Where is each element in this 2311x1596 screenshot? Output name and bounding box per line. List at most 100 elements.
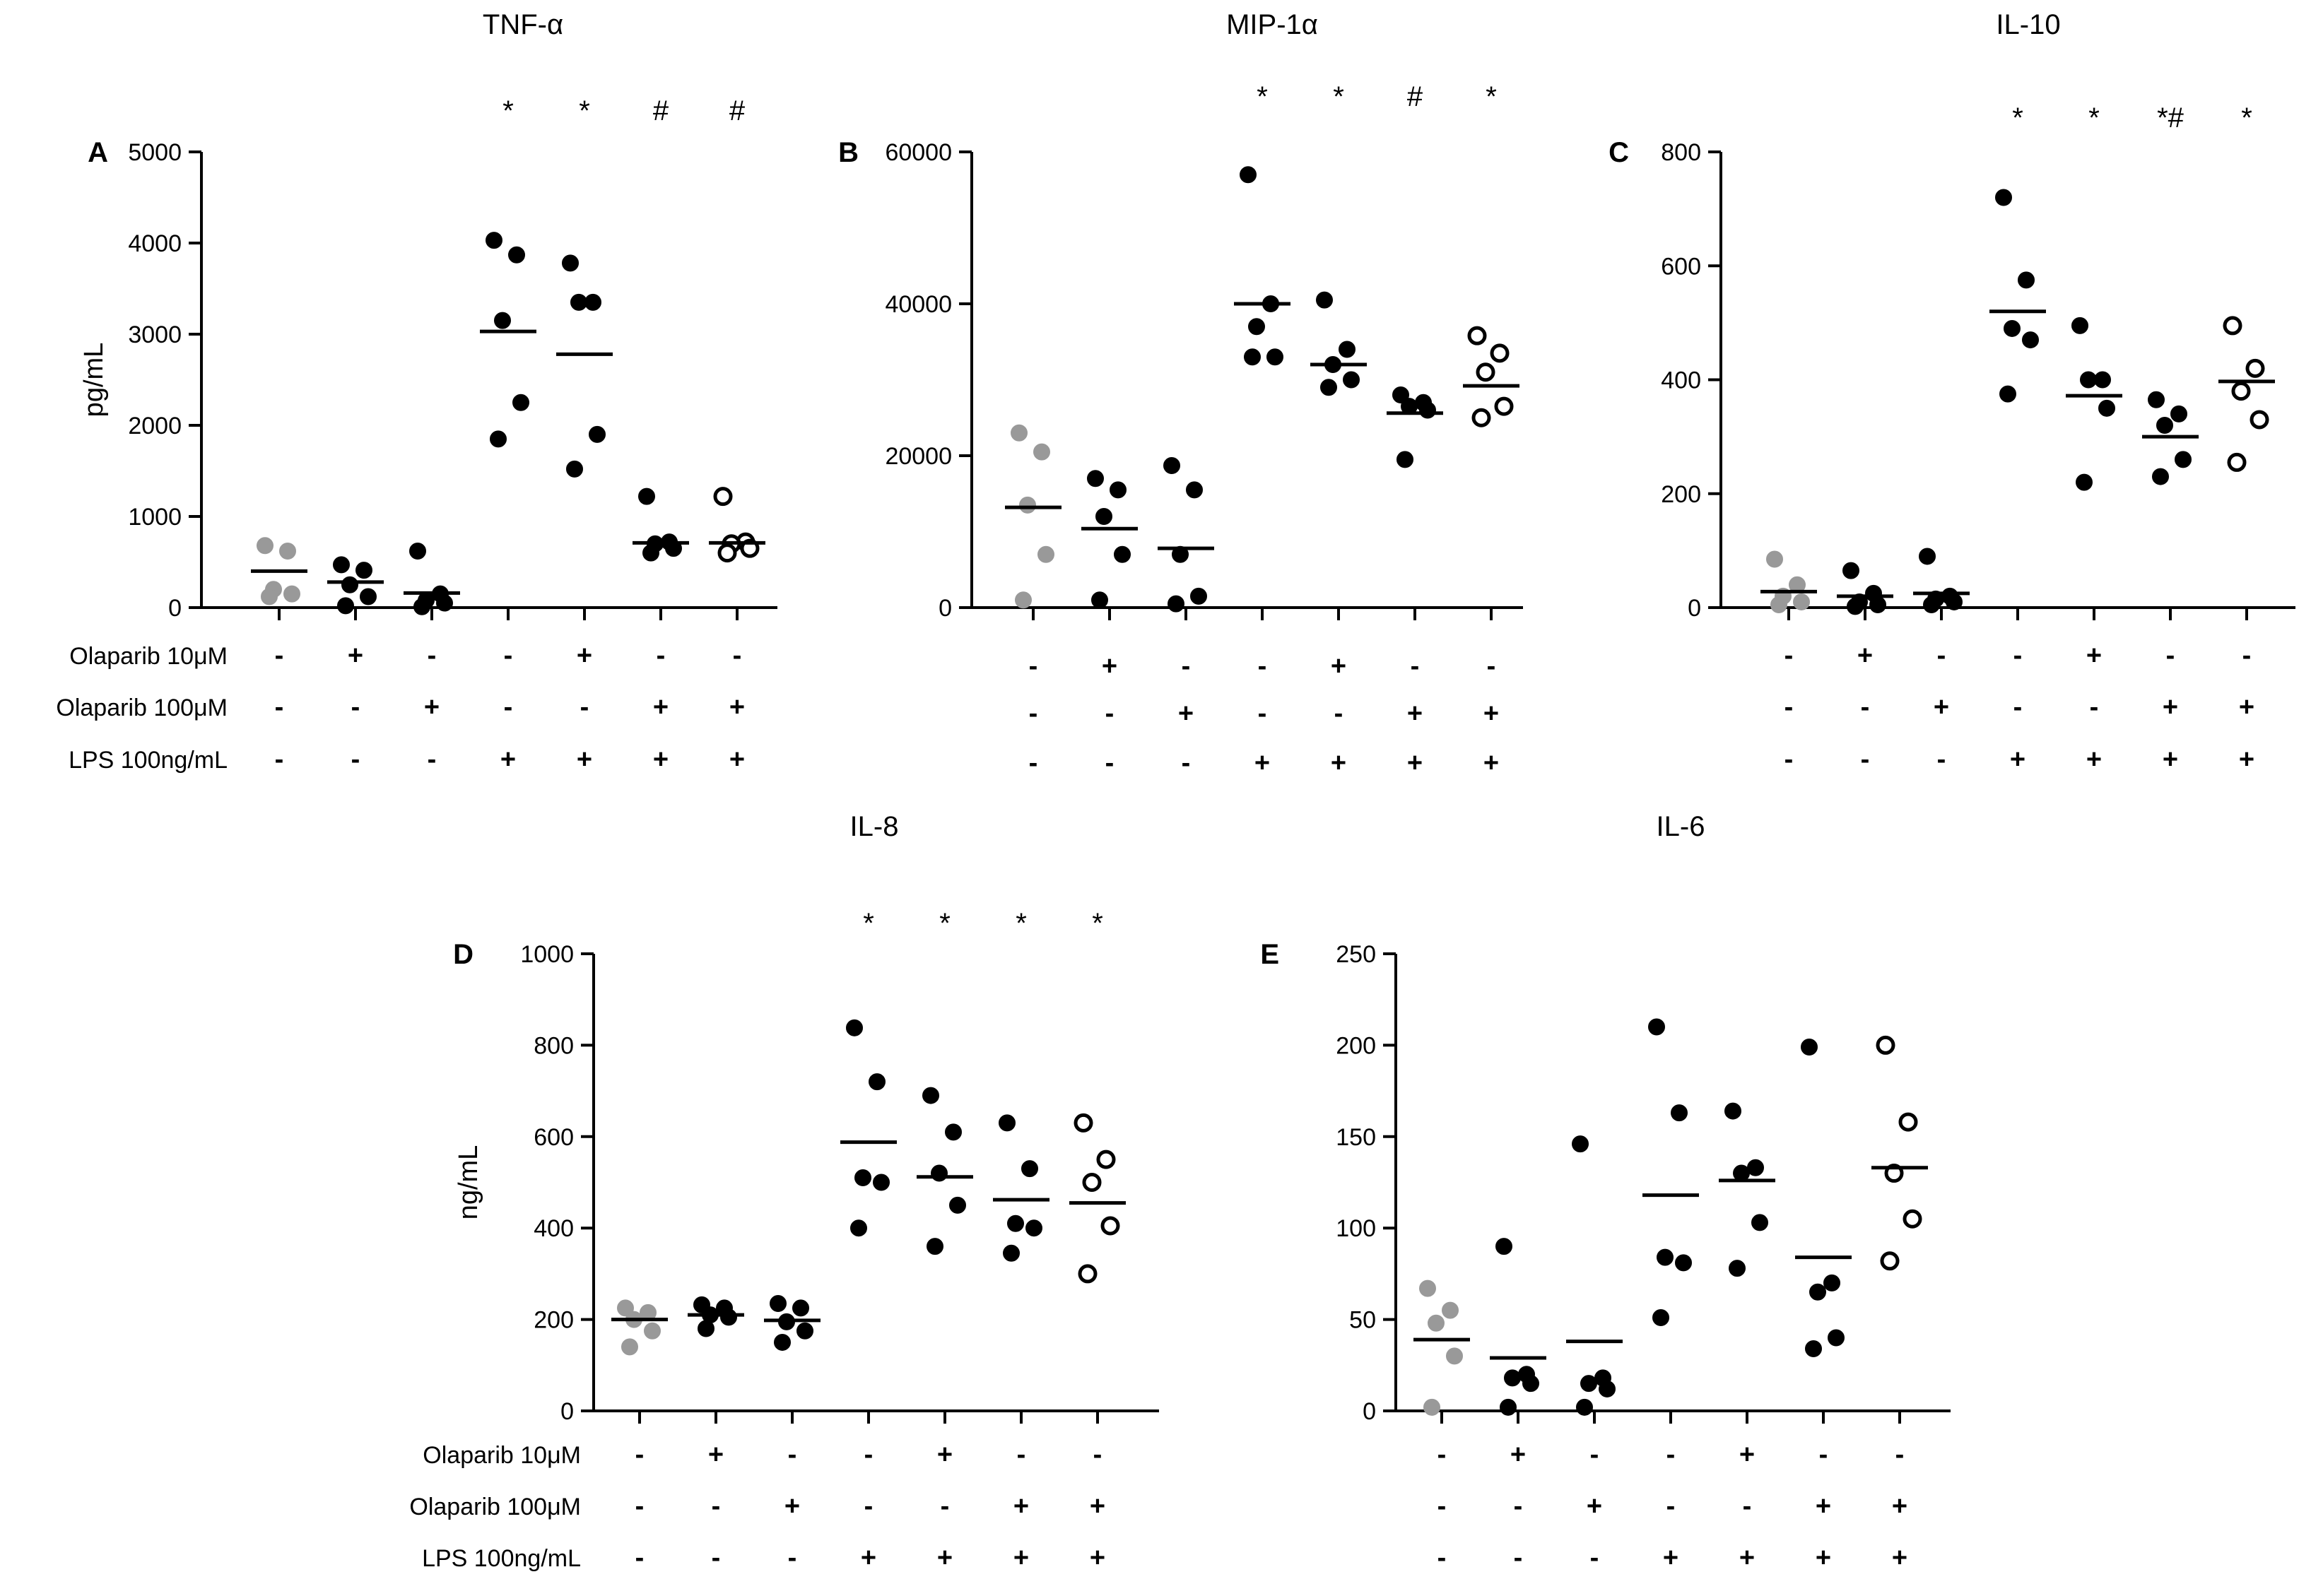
- data-point: [1003, 1244, 1020, 1262]
- data-point: [644, 1322, 661, 1340]
- condition-sign: -: [941, 1491, 950, 1521]
- data-point: [2223, 316, 2242, 336]
- data-point: [1648, 1018, 1665, 1036]
- data-point: [1244, 348, 1261, 366]
- condition-sign: +: [1178, 699, 1194, 728]
- y-tick-label: 600: [1661, 253, 1701, 280]
- condition-sign: -: [1258, 699, 1267, 728]
- data-point: [1266, 348, 1283, 366]
- data-point: [1419, 1279, 1436, 1297]
- chart-title: IL-10: [1996, 9, 2060, 40]
- data-point: [1021, 1160, 1038, 1178]
- condition-sign: -: [504, 692, 513, 722]
- data-point: [1576, 1398, 1593, 1416]
- condition-sign: -: [788, 1440, 797, 1470]
- data-point: [1163, 456, 1180, 474]
- data-point: [931, 1164, 948, 1182]
- condition-label: LPS 100ng/mL: [69, 747, 228, 774]
- condition-sign: +: [500, 745, 516, 774]
- data-point: [566, 460, 583, 478]
- condition-sign: +: [1816, 1491, 1831, 1521]
- condition-sign: +: [1739, 1440, 1755, 1470]
- condition-sign: -: [733, 641, 742, 670]
- y-tick-label: 0: [168, 595, 182, 622]
- data-point: [770, 1294, 787, 1312]
- data-point: [1946, 593, 1963, 610]
- condition-sign: -: [1590, 1543, 1599, 1573]
- data-point: [2148, 391, 2165, 408]
- data-point: [1869, 596, 1886, 613]
- data-point: [1015, 591, 1032, 609]
- data-point: [1652, 1309, 1669, 1327]
- significance-mark: *: [2241, 102, 2252, 134]
- significance-mark: *: [1333, 81, 1344, 112]
- data-point: [2152, 468, 2169, 485]
- data-point: [1729, 1260, 1746, 1277]
- data-point: [1995, 189, 2012, 206]
- significance-mark: #: [1407, 81, 1423, 112]
- data-point: [562, 254, 579, 272]
- data-point: [2250, 410, 2269, 430]
- data-point: [792, 1299, 809, 1317]
- condition-sign: -: [1666, 1491, 1676, 1521]
- condition-sign: +: [577, 745, 592, 774]
- condition-sign: -: [712, 1491, 721, 1521]
- data-point: [2231, 382, 2251, 401]
- condition-sign: +: [1254, 748, 1270, 778]
- y-tick-label: 2000: [128, 413, 182, 439]
- data-point: [1019, 496, 1036, 514]
- data-point: [1504, 1369, 1521, 1387]
- data-point: [1025, 1219, 1042, 1237]
- panel-letter: D: [453, 939, 474, 970]
- data-point: [774, 1333, 791, 1351]
- data-point: [949, 1196, 966, 1214]
- data-point: [1428, 1314, 1445, 1332]
- chart-title: MIP-1α: [1226, 9, 1318, 40]
- data-point: [2098, 399, 2115, 417]
- significance-mark: #: [653, 95, 669, 126]
- condition-sign: -: [275, 745, 284, 774]
- condition-sign: -: [2242, 641, 2252, 670]
- condition-sign: -: [864, 1491, 874, 1521]
- significance-mark: *: [1092, 908, 1103, 939]
- data-point: [360, 588, 377, 605]
- data-point: [1095, 508, 1112, 525]
- y-tick-label: 1000: [520, 941, 574, 968]
- condition-sign: +: [1739, 1543, 1755, 1573]
- data-point: [621, 1338, 638, 1356]
- condition-sign: -: [1411, 651, 1420, 681]
- significance-mark: *: [2012, 102, 2023, 134]
- condition-sign: +: [1090, 1543, 1105, 1573]
- data-point: [1446, 1347, 1463, 1365]
- y-tick-label: 200: [534, 1307, 574, 1334]
- condition-sign: -: [1895, 1440, 1905, 1470]
- condition-sign: -: [1784, 745, 1794, 774]
- data-point: [1805, 1340, 1822, 1358]
- data-point: [720, 1308, 737, 1326]
- condition-sign: -: [864, 1440, 874, 1470]
- condition-sign: +: [937, 1543, 953, 1573]
- data-point: [638, 487, 655, 505]
- data-point: [1842, 562, 1859, 579]
- data-point: [1809, 1283, 1826, 1301]
- data-point: [1011, 424, 1028, 442]
- data-point: [854, 1169, 871, 1187]
- y-tick-label: 600: [534, 1124, 574, 1151]
- data-point: [1100, 1216, 1120, 1236]
- condition-sign: +: [1483, 748, 1499, 778]
- condition-sign: +: [2239, 692, 2254, 722]
- y-tick-label: 200: [1336, 1032, 1376, 1059]
- data-point: [2004, 319, 2021, 337]
- condition-sign: +: [1407, 699, 1423, 728]
- condition-sign: -: [1182, 748, 1191, 778]
- condition-sign: -: [275, 692, 284, 722]
- data-point: [355, 562, 372, 579]
- condition-sign: -: [1590, 1440, 1599, 1470]
- y-tick-label: 50: [1349, 1307, 1376, 1334]
- significance-mark: *: [1257, 81, 1268, 112]
- data-point: [698, 1320, 715, 1337]
- significance-mark: *: [939, 908, 951, 939]
- condition-sign: +: [729, 692, 745, 722]
- y-tick-label: 400: [1661, 367, 1701, 394]
- data-point: [1096, 1149, 1116, 1169]
